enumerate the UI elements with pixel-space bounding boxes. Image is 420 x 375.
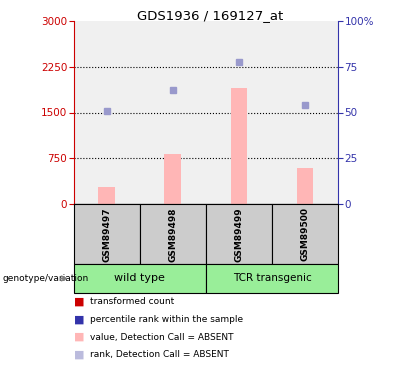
Text: percentile rank within the sample: percentile rank within the sample — [90, 315, 244, 324]
Text: GSM89498: GSM89498 — [168, 207, 177, 262]
Bar — [297, 168, 313, 204]
Text: GSM89500: GSM89500 — [301, 207, 310, 261]
Text: rank, Detection Call = ABSENT: rank, Detection Call = ABSENT — [90, 350, 229, 359]
Bar — [98, 187, 115, 204]
Text: GDS1936 / 169127_at: GDS1936 / 169127_at — [137, 9, 283, 22]
Text: GSM89499: GSM89499 — [234, 207, 243, 262]
Text: ■: ■ — [74, 297, 84, 307]
Text: ■: ■ — [74, 315, 84, 324]
Text: ■: ■ — [74, 350, 84, 360]
Text: wild type: wild type — [114, 273, 165, 284]
Text: transformed count: transformed count — [90, 297, 175, 306]
Text: ■: ■ — [74, 332, 84, 342]
Bar — [165, 153, 181, 204]
Text: value, Detection Call = ABSENT: value, Detection Call = ABSENT — [90, 333, 234, 342]
Text: TCR transgenic: TCR transgenic — [233, 273, 311, 284]
Bar — [231, 88, 247, 204]
Text: GSM89497: GSM89497 — [102, 207, 111, 262]
Text: genotype/variation: genotype/variation — [2, 274, 88, 283]
